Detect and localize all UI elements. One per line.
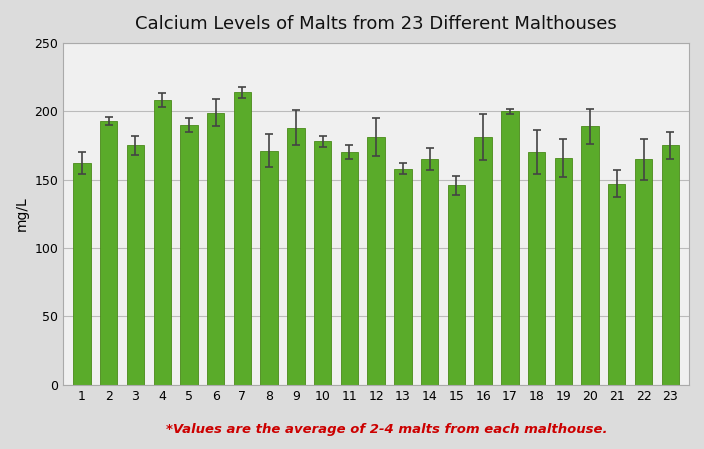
Bar bbox=[555, 158, 572, 385]
Bar bbox=[608, 184, 625, 385]
Bar bbox=[367, 137, 385, 385]
Bar bbox=[180, 125, 198, 385]
Bar bbox=[474, 137, 492, 385]
Bar bbox=[100, 121, 118, 385]
Bar bbox=[314, 141, 332, 385]
Bar bbox=[448, 185, 465, 385]
Bar bbox=[153, 100, 171, 385]
Bar bbox=[287, 128, 305, 385]
Y-axis label: mg/L: mg/L bbox=[15, 196, 29, 231]
Bar bbox=[73, 163, 91, 385]
Bar bbox=[341, 152, 358, 385]
Bar bbox=[207, 113, 225, 385]
Bar bbox=[635, 159, 652, 385]
Bar bbox=[421, 159, 439, 385]
Bar bbox=[127, 145, 144, 385]
Bar bbox=[501, 111, 519, 385]
Bar bbox=[394, 169, 412, 385]
Bar bbox=[582, 126, 599, 385]
Bar bbox=[260, 151, 278, 385]
Bar bbox=[662, 145, 679, 385]
Bar bbox=[528, 152, 546, 385]
Title: Calcium Levels of Malts from 23 Different Malthouses: Calcium Levels of Malts from 23 Differen… bbox=[135, 15, 617, 33]
Text: *Values are the average of 2-4 malts from each malthouse.: *Values are the average of 2-4 malts fro… bbox=[166, 423, 608, 436]
Bar bbox=[234, 92, 251, 385]
